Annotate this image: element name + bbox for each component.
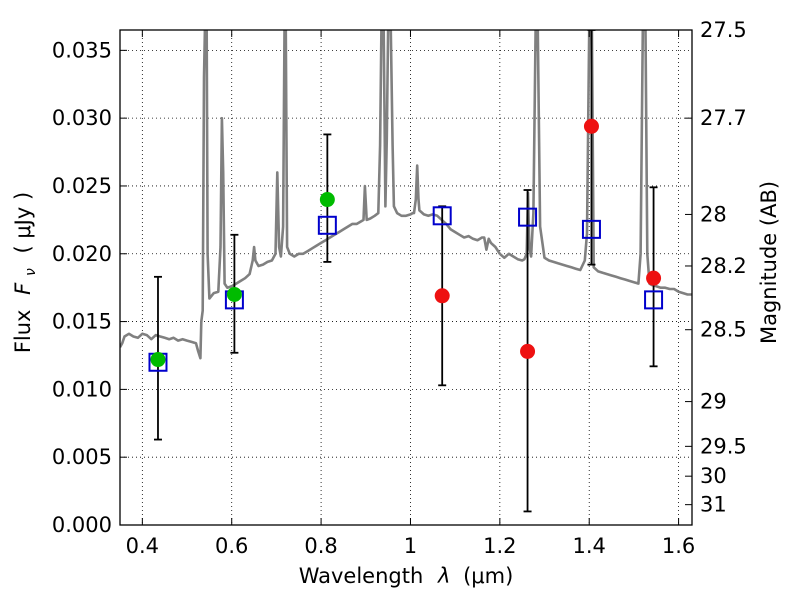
errorbars (153, 30, 658, 513)
right-tick-label: 29 (700, 390, 727, 414)
x-ticks: 0.4 0.6 0.8 1 1.2 1.4 1.6 (126, 30, 695, 558)
right-tick-label: 28.5 (700, 318, 747, 342)
right-tick-label: 28.2 (700, 254, 747, 278)
right-tick-label: 27.7 (700, 106, 747, 130)
y-ticks: 0.000 0.005 0.010 0.015 0.020 0.025 0.030 0.035 (52, 38, 127, 537)
y-axis-label-unit: ( μJy ) (11, 192, 35, 254)
right-tick-label: 31 (700, 493, 727, 517)
x-tick-label: 1.4 (573, 534, 606, 558)
model-boxes (148, 206, 664, 372)
x-tick-label: 0.4 (126, 534, 159, 558)
right-tick-label: 30 (700, 464, 727, 488)
photometry-points (150, 118, 662, 368)
right-tick-label: 27.5 (700, 18, 747, 42)
model-box (432, 206, 452, 226)
x-tick-label: 1.2 (483, 534, 516, 558)
x-axis-label-text: Wavelength (299, 564, 424, 588)
template-spectrum (120, 30, 692, 360)
y-tick-label: 0.015 (52, 310, 112, 334)
x-axis-label: Wavelength λ (μm) (299, 564, 514, 588)
y-tick-label: 0.030 (52, 106, 112, 130)
model-box (518, 207, 538, 227)
upper-limit-point (434, 288, 450, 304)
x-axis-label-unit: (μm) (463, 564, 513, 588)
x-tick-label: 0.6 (215, 534, 248, 558)
upper-limit-point (520, 343, 536, 359)
upper-limit-point (646, 270, 662, 286)
y-tick-label: 0.000 (52, 513, 112, 537)
y-axis-label: Flux F ν ( μJy ) (11, 192, 40, 353)
right-tick-label: 28 (700, 202, 727, 226)
model-box (317, 215, 337, 235)
x-axis-label-symbol: λ (437, 564, 450, 588)
model-box (644, 290, 664, 310)
y-axis-label-text: Flux (11, 310, 35, 354)
plot-frame (119, 29, 693, 526)
detection-point (150, 352, 166, 368)
right-tick-label: 29.5 (700, 434, 747, 458)
model-box (581, 219, 601, 239)
x-tick-label: 1 (404, 534, 417, 558)
y-tick-label: 0.020 (52, 242, 112, 266)
y-axis-label-subscript: ν (23, 268, 39, 276)
right-axis-label: Magnitude (AB) (757, 181, 781, 344)
upper-limit-point (583, 118, 599, 134)
y-tick-label: 0.025 (52, 174, 112, 198)
y-tick-label: 0.035 (52, 38, 112, 62)
y-tick-label: 0.005 (52, 445, 112, 469)
detection-point (226, 286, 242, 302)
y-axis-label-symbol: F (11, 282, 35, 295)
x-tick-label: 0.8 (304, 534, 337, 558)
right-ticks: 27.5 27.7 28 28.2 28.5 29 29.5 30 31 (685, 18, 747, 517)
detection-point (319, 192, 335, 208)
x-tick-label: 1.6 (662, 534, 695, 558)
template-spectrum-line (120, 30, 692, 360)
y-tick-label: 0.010 (52, 377, 112, 401)
